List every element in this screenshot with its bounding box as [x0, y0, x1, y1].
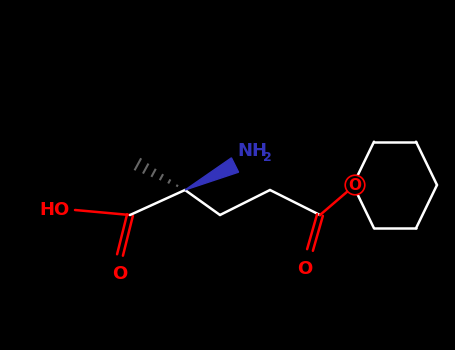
Text: O: O — [298, 260, 313, 278]
Text: HO: HO — [40, 201, 70, 219]
Text: O: O — [349, 177, 362, 192]
Text: NH: NH — [237, 142, 267, 160]
Text: O: O — [112, 265, 127, 283]
Polygon shape — [185, 158, 238, 190]
Text: 2: 2 — [263, 151, 272, 164]
